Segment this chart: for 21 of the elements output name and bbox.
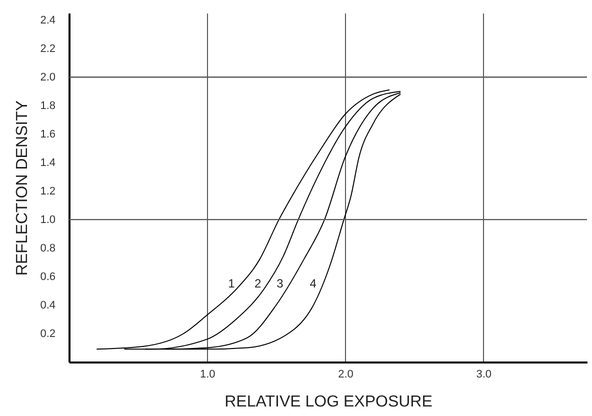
y-tick-label: 2.0	[40, 72, 56, 84]
y-tick-label: 1.4	[40, 157, 56, 170]
y-tick-label: 1.6	[40, 128, 56, 141]
x-tick-label: 1.0	[200, 368, 216, 380]
y-axis-title: REFLECTION DENSITY	[14, 100, 32, 276]
y-tick-label: 1.8	[40, 100, 56, 112]
y-tick-label: 2.2	[40, 43, 56, 56]
x-tick-label: 3.0	[476, 368, 492, 380]
x-tick-label: 2.0	[338, 368, 354, 380]
y-tick-label: 2.4	[40, 14, 56, 27]
series-label: 2	[254, 276, 262, 290]
y-tick-label: 0.4	[40, 300, 56, 312]
series-label: 3	[276, 276, 284, 290]
series-label: 1	[228, 276, 236, 290]
y-tick-label: 1.0	[40, 214, 56, 226]
y-tick-label: 1.2	[40, 186, 56, 198]
y-tick-label: 0.6	[40, 271, 56, 284]
x-axis-title: RELATIVE LOG EXPOSURE	[224, 394, 432, 410]
series-label: 4	[310, 276, 317, 290]
y-tick-label: 0.8	[40, 242, 56, 255]
y-tick-label: 0.2	[40, 328, 56, 340]
